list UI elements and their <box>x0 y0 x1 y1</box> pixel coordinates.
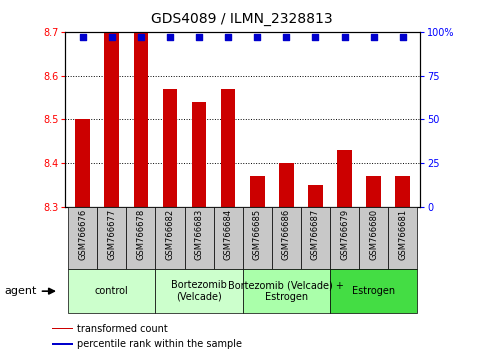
Text: GSM766679: GSM766679 <box>340 209 349 260</box>
Bar <box>127 207 156 269</box>
Text: Estrogen: Estrogen <box>352 286 395 296</box>
Text: GSM766678: GSM766678 <box>136 209 145 260</box>
Text: GSM766685: GSM766685 <box>253 209 262 260</box>
Text: GSM766676: GSM766676 <box>78 209 87 260</box>
Text: transformed count: transformed count <box>77 324 168 333</box>
Bar <box>97 207 127 269</box>
Point <box>312 34 319 40</box>
Bar <box>367 176 381 207</box>
Point <box>108 34 115 40</box>
Text: percentile rank within the sample: percentile rank within the sample <box>77 339 242 349</box>
Text: agent: agent <box>5 286 37 296</box>
Bar <box>279 163 294 207</box>
Bar <box>156 269 243 313</box>
Bar <box>330 269 417 313</box>
Point <box>79 34 86 40</box>
Text: GSM766681: GSM766681 <box>398 209 407 260</box>
Point <box>224 34 232 40</box>
Text: GDS4089 / ILMN_2328813: GDS4089 / ILMN_2328813 <box>151 12 332 27</box>
Bar <box>213 207 243 269</box>
Bar <box>272 207 301 269</box>
Bar <box>75 120 90 207</box>
Text: Bortezomib
(Velcade): Bortezomib (Velcade) <box>171 280 227 302</box>
Text: GSM766686: GSM766686 <box>282 209 291 260</box>
Bar <box>163 89 177 207</box>
Bar <box>330 207 359 269</box>
Point <box>370 34 378 40</box>
Bar <box>301 207 330 269</box>
Text: control: control <box>95 286 128 296</box>
Point <box>254 34 261 40</box>
Bar <box>52 328 73 329</box>
Text: GSM766687: GSM766687 <box>311 209 320 260</box>
Bar <box>221 89 235 207</box>
Bar <box>68 269 156 313</box>
Bar <box>337 150 352 207</box>
Text: GSM766680: GSM766680 <box>369 209 378 260</box>
Text: GSM766683: GSM766683 <box>195 209 203 260</box>
Text: GSM766677: GSM766677 <box>107 209 116 260</box>
Bar <box>243 207 272 269</box>
Text: Bortezomib (Velcade) +
Estrogen: Bortezomib (Velcade) + Estrogen <box>228 280 344 302</box>
Point <box>166 34 174 40</box>
Bar <box>68 207 97 269</box>
Point <box>195 34 203 40</box>
Point <box>137 34 145 40</box>
Point <box>399 34 407 40</box>
Bar <box>308 185 323 207</box>
Bar <box>192 102 206 207</box>
Bar <box>185 207 213 269</box>
Text: GSM766684: GSM766684 <box>224 209 233 260</box>
Bar <box>388 207 417 269</box>
Bar <box>134 32 148 207</box>
Bar <box>156 207 185 269</box>
Bar <box>396 176 410 207</box>
Bar <box>250 176 265 207</box>
Bar <box>104 32 119 207</box>
Text: GSM766682: GSM766682 <box>166 209 174 260</box>
Bar <box>359 207 388 269</box>
Point <box>341 34 348 40</box>
Bar <box>52 343 73 345</box>
Point <box>283 34 290 40</box>
Bar <box>243 269 330 313</box>
